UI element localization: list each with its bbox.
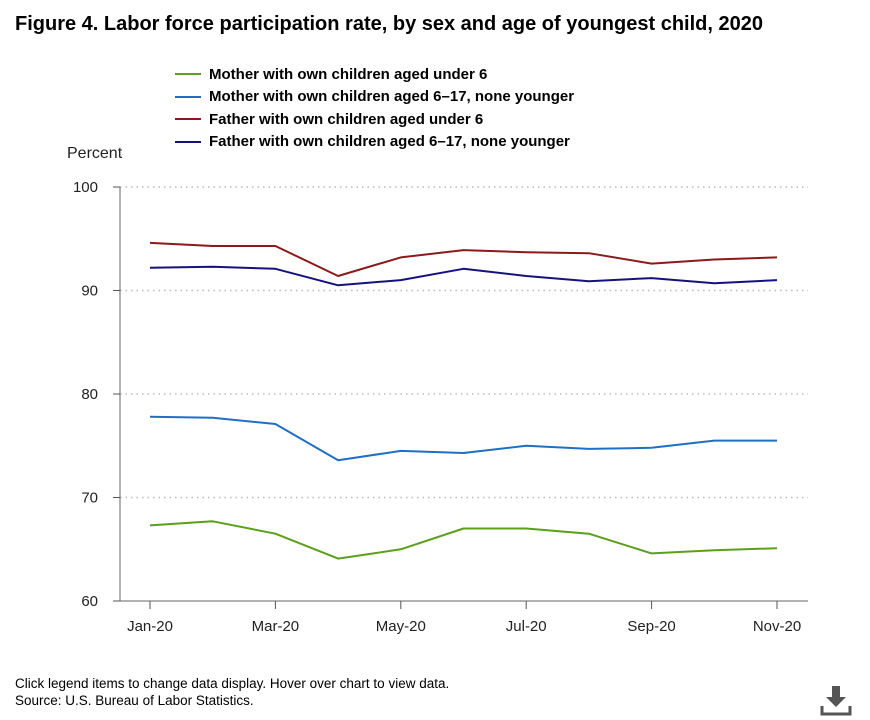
- x-tick-label: Jul-20: [506, 618, 547, 635]
- y-tick-label: 90: [81, 283, 98, 300]
- data-point[interactable]: Father with own children aged 6–17, none…: [521, 271, 531, 281]
- data-point[interactable]: Father with own children aged 6–17, none…: [333, 280, 343, 290]
- data-point[interactable]: Father with own children aged 6–17, none…: [208, 262, 218, 272]
- data-point[interactable]: Father with own children aged 6–17, none…: [145, 263, 155, 273]
- data-point[interactable]: Mother with own children aged 6–17, none…: [270, 419, 280, 429]
- y-tick-label: 60: [81, 593, 98, 610]
- series-line-2[interactable]: [149, 241, 778, 277]
- data-point[interactable]: Mother with own children aged under 6 Se…: [647, 548, 657, 558]
- series-group[interactable]: Mother with own children aged under 6 Ja…: [145, 238, 782, 564]
- data-point[interactable]: Mother with own children aged under 6 Fe…: [208, 516, 218, 526]
- legend-swatch: [175, 95, 201, 98]
- data-point[interactable]: Mother with own children aged 6–17, none…: [459, 448, 469, 458]
- data-point[interactable]: Mother with own children aged 6–17, none…: [333, 455, 343, 465]
- data-point[interactable]: Mother with own children aged under 6 Au…: [584, 529, 594, 539]
- x-tick-label: Mar-20: [252, 618, 300, 635]
- data-point[interactable]: Mother with own children aged under 6 Ju…: [521, 524, 531, 534]
- data-point[interactable]: Father with own children aged under 6 Ju…: [459, 245, 469, 255]
- data-point[interactable]: Father with own children aged 6–17, none…: [709, 278, 719, 288]
- data-point[interactable]: Father with own children aged 6–17, none…: [647, 273, 657, 283]
- y-tick-label: 70: [81, 490, 98, 507]
- data-point[interactable]: Mother with own children aged 6–17, none…: [709, 436, 719, 446]
- legend-swatch: [175, 118, 201, 121]
- legend-item-mother-under-6[interactable]: Mother with own children aged under 6: [175, 63, 574, 86]
- data-point[interactable]: Mother with own children aged 6–17, none…: [396, 446, 406, 456]
- y-tick-label: 100: [73, 179, 98, 196]
- data-point[interactable]: Father with own children aged under 6 Oc…: [709, 254, 719, 264]
- legend-item-mother-6-17[interactable]: Mother with own children aged 6–17, none…: [175, 86, 574, 109]
- data-point[interactable]: Father with own children aged 6–17, none…: [772, 275, 782, 285]
- gridlines: [120, 186, 808, 499]
- data-point[interactable]: Mother with own children aged 6–17, none…: [647, 443, 657, 453]
- data-point[interactable]: Father with own children aged under 6 No…: [772, 252, 782, 262]
- data-point[interactable]: Mother with own children aged under 6 No…: [772, 543, 782, 553]
- data-point[interactable]: Father with own children aged 6–17, none…: [584, 276, 594, 286]
- data-point[interactable]: Father with own children aged under 6 Ju…: [521, 247, 531, 257]
- legend-swatch: [175, 73, 201, 76]
- data-point[interactable]: Father with own children aged under 6 Ma…: [270, 241, 280, 251]
- data-point[interactable]: Father with own children aged under 6 Au…: [584, 248, 594, 258]
- data-point[interactable]: Father with own children aged under 6 Ja…: [145, 238, 155, 248]
- data-point[interactable]: Mother with own children aged 6–17, none…: [145, 412, 155, 422]
- x-axis: Jan-20 Mar-20 May-20 Jul-20 Sep-20 Nov-20: [127, 601, 801, 635]
- legend-item-father-6-17[interactable]: Father with own children aged 6–17, none…: [175, 131, 574, 154]
- data-point[interactable]: Father with own children aged 6–17, none…: [270, 264, 280, 274]
- series-line-3[interactable]: [149, 265, 778, 287]
- data-point[interactable]: Father with own children aged under 6 Se…: [647, 259, 657, 269]
- data-point[interactable]: Mother with own children aged 6–17, none…: [521, 441, 531, 451]
- legend-label: Mother with own children aged 6–17, none…: [209, 88, 575, 106]
- data-point[interactable]: Father with own children aged 6–17, none…: [459, 264, 469, 274]
- data-point[interactable]: Mother with own children aged under 6 Ju…: [459, 524, 469, 534]
- x-tick-label: May-20: [376, 618, 426, 635]
- series-line-0[interactable]: [149, 520, 778, 560]
- data-point[interactable]: Mother with own children aged 6–17, none…: [584, 444, 594, 454]
- data-point[interactable]: Mother with own children aged under 6 Ap…: [333, 554, 343, 564]
- y-axis-title: Percent: [67, 145, 123, 162]
- chart-legend: Mother with own children aged under 6 Mo…: [175, 63, 574, 153]
- data-point[interactable]: Mother with own children aged under 6 Oc…: [709, 545, 719, 555]
- series-line-1[interactable]: [149, 415, 777, 462]
- download-icon[interactable]: [820, 684, 852, 716]
- data-point[interactable]: Mother with own children aged 6–17, none…: [208, 413, 218, 423]
- legend-label: Father with own children aged under 6: [209, 110, 484, 128]
- legend-item-father-under-6[interactable]: Father with own children aged under 6: [175, 108, 574, 131]
- chart-instructions: Click legend items to change data displa…: [15, 676, 450, 691]
- data-point[interactable]: Mother with own children aged under 6 Ma…: [270, 529, 280, 539]
- x-tick-label: Nov-20: [753, 618, 801, 635]
- y-axis: 60 70 80 90 100: [73, 179, 120, 610]
- data-point[interactable]: Mother with own children aged 6–17, none…: [772, 436, 782, 446]
- chart-footer: Click legend items to change data displa…: [15, 675, 449, 709]
- x-tick-label: Jan-20: [127, 618, 173, 635]
- legend-label: Mother with own children aged under 6: [209, 65, 488, 83]
- legend-label: Father with own children aged 6–17, none…: [209, 133, 570, 151]
- data-point[interactable]: Father with own children aged under 6 Fe…: [208, 241, 218, 251]
- x-tick-label: Sep-20: [627, 618, 675, 635]
- data-point[interactable]: Father with own children aged 6–17, none…: [396, 275, 406, 285]
- data-point[interactable]: Father with own children aged under 6 Ap…: [333, 271, 343, 281]
- legend-swatch: [175, 140, 201, 143]
- y-tick-label: 80: [81, 386, 98, 403]
- data-point[interactable]: Mother with own children aged under 6 Ja…: [145, 520, 155, 530]
- data-point[interactable]: Father with own children aged under 6 Ma…: [396, 252, 406, 262]
- data-point[interactable]: Mother with own children aged under 6 Ma…: [396, 544, 406, 554]
- chart-title: Figure 4. Labor force participation rate…: [15, 13, 763, 35]
- chart-source: Source: U.S. Bureau of Labor Statistics.: [15, 693, 254, 708]
